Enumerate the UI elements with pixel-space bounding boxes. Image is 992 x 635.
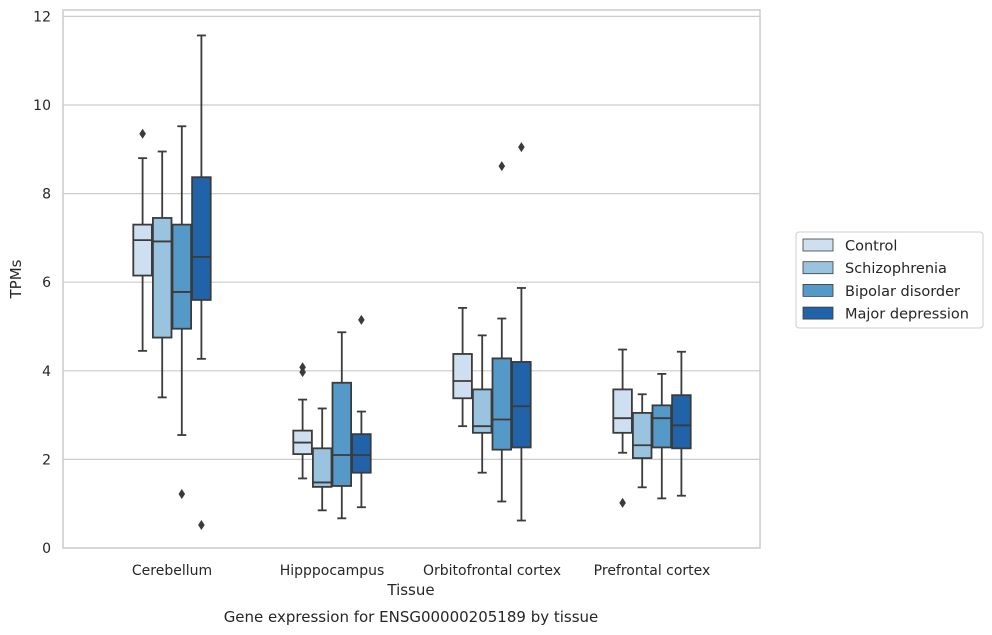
box-groups	[132, 34, 692, 530]
y-tick-labels: 0 2 4 6 8 10 12	[33, 9, 51, 557]
legend-label: Bipolar disorder	[845, 284, 960, 300]
box	[331, 331, 353, 520]
x-axis-title: Tissue	[386, 581, 434, 599]
series-major-depression	[191, 34, 692, 530]
box	[132, 128, 153, 352]
y-tick-label: 10	[33, 98, 51, 114]
box-body	[471, 388, 493, 434]
outlier-point	[518, 142, 525, 153]
box-body	[132, 223, 153, 277]
y-axis-title: TPMs	[7, 259, 25, 299]
legend-swatch	[802, 261, 834, 275]
series-bipolar-disorder	[171, 125, 673, 520]
box	[491, 161, 513, 503]
y-tick-label: 4	[42, 364, 51, 380]
y-tick-label: 0	[42, 541, 51, 557]
x-tick-label: Prefrontal cortex	[594, 563, 711, 579]
chart-caption: Gene expression for ENSG00000205189 by t…	[224, 608, 599, 626]
box	[292, 362, 313, 480]
legend-swatch	[802, 283, 834, 297]
y-tick-label: 12	[33, 9, 51, 25]
legend-label: Major depression	[845, 307, 969, 323]
box	[171, 125, 193, 499]
box	[651, 373, 673, 500]
legend-label: Schizophrenia	[845, 261, 947, 277]
box	[671, 350, 692, 497]
y-tick-label: 6	[42, 275, 51, 291]
outlier-point	[198, 519, 205, 530]
box	[471, 334, 493, 474]
x-tick-labels: Cerebellum Hipppocampus Orbitofrontal cort…	[132, 563, 710, 579]
box	[351, 314, 372, 509]
outlier-point	[498, 161, 506, 172]
box-body	[151, 217, 173, 339]
y-tick-label: 2	[42, 452, 51, 468]
box	[511, 142, 532, 522]
legend-label: Control	[845, 239, 897, 255]
box-body	[351, 433, 372, 474]
box-body	[171, 223, 193, 330]
y-tick-label: 8	[42, 187, 51, 203]
box-body	[452, 353, 473, 400]
box	[612, 348, 633, 508]
box	[452, 306, 473, 428]
outlier-point	[358, 314, 365, 325]
outlier-point	[139, 128, 146, 139]
box-body	[671, 394, 692, 450]
box-body	[632, 411, 653, 459]
legend: Control Schizophrenia Bipolar disorder Majo…	[795, 231, 984, 329]
box	[191, 34, 212, 530]
x-tick-label: Hipppocampus	[280, 563, 385, 579]
box	[151, 150, 173, 399]
outlier-point	[299, 367, 306, 378]
series-control	[132, 128, 633, 508]
legend-swatch	[802, 238, 834, 252]
box-body	[331, 381, 353, 487]
box	[632, 393, 653, 489]
series-schizophrenia	[151, 150, 653, 512]
outlier-point	[178, 488, 186, 499]
outlier-point	[619, 497, 626, 508]
box-body	[491, 357, 513, 451]
legend-frame	[795, 231, 984, 329]
x-tick-label: Orbitofrontal cortex	[423, 563, 561, 579]
box-body	[651, 404, 673, 449]
box-body	[612, 388, 633, 434]
box-body	[511, 361, 532, 449]
box	[311, 407, 333, 512]
box-body	[191, 176, 212, 301]
box-body	[311, 447, 333, 488]
legend-swatch	[802, 306, 834, 320]
plot-frame	[62, 9, 761, 549]
x-tick-label: Cerebellum	[132, 563, 212, 579]
